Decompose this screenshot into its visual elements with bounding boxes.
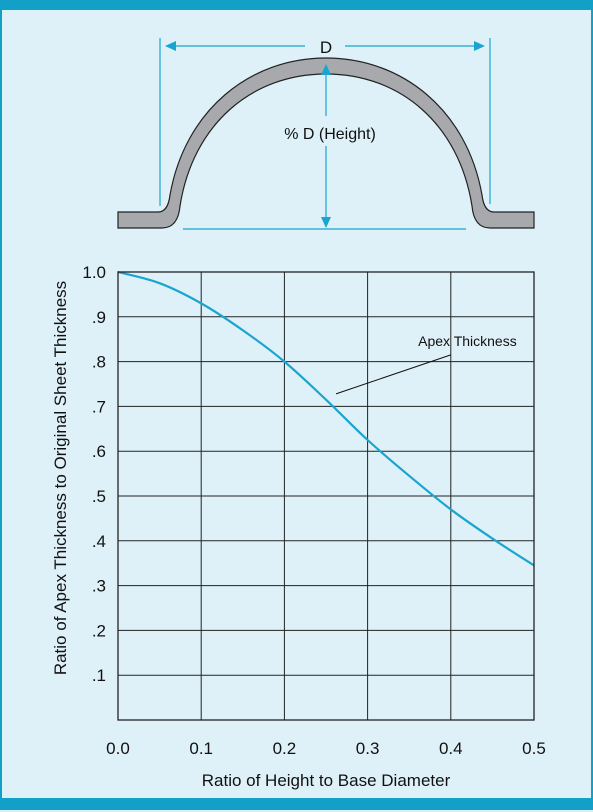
y-tick-labels: 1.0 .9 .8 .7 .6 .5 .4 .3 .2 .1 <box>82 263 106 685</box>
x-tick-label: 0.0 <box>106 739 130 758</box>
chart: 1.0 .9 .8 .7 .6 .5 .4 .3 .2 .1 0.0 0.1 0.2 0.3 0.4 0.5… <box>51 263 546 790</box>
series-line-apex-thickness <box>117 270 535 567</box>
x-tick-label: 0.5 <box>522 739 546 758</box>
arrowhead-right <box>474 41 485 51</box>
y-tick-label: .1 <box>92 666 106 685</box>
x-axis-label: Ratio of Height to Base Diameter <box>202 771 451 790</box>
y-tick-label: .9 <box>92 308 106 327</box>
plot-border <box>117 271 535 721</box>
x-tick-label: 0.3 <box>356 739 380 758</box>
top-accent-bar <box>0 0 593 10</box>
y-tick-label: .4 <box>92 532 106 551</box>
series-group <box>117 270 535 567</box>
height-label: % D (Height) <box>284 126 376 143</box>
annotation-leader-line <box>335 354 451 395</box>
x-tick-label: 0.1 <box>189 739 213 758</box>
annotation-apex-thickness: Apex Thickness <box>418 333 517 349</box>
y-tick-label: .3 <box>92 577 106 596</box>
y-tick-label: .5 <box>92 487 106 506</box>
x-tick-label: 0.2 <box>273 739 297 758</box>
y-tick-label: .7 <box>92 397 106 416</box>
x-tick-label: 0.4 <box>439 739 463 758</box>
arrowhead-left <box>165 41 176 51</box>
grid <box>118 272 534 720</box>
dome-diagram: D % D (Height) <box>117 38 535 230</box>
diameter-label: D <box>320 38 332 57</box>
arrowhead-up <box>321 64 331 75</box>
y-axis-label: Ratio of Apex Thickness to Original Shee… <box>51 281 70 675</box>
dome-shell <box>117 57 535 229</box>
y-tick-label: .8 <box>92 353 106 372</box>
y-tick-label: .6 <box>92 442 106 461</box>
y-tick-label: 1.0 <box>82 263 106 282</box>
y-tick-label: .2 <box>92 621 106 640</box>
arrowhead-down <box>321 217 331 228</box>
x-tick-labels: 0.0 0.1 0.2 0.3 0.4 0.5 <box>106 739 546 758</box>
